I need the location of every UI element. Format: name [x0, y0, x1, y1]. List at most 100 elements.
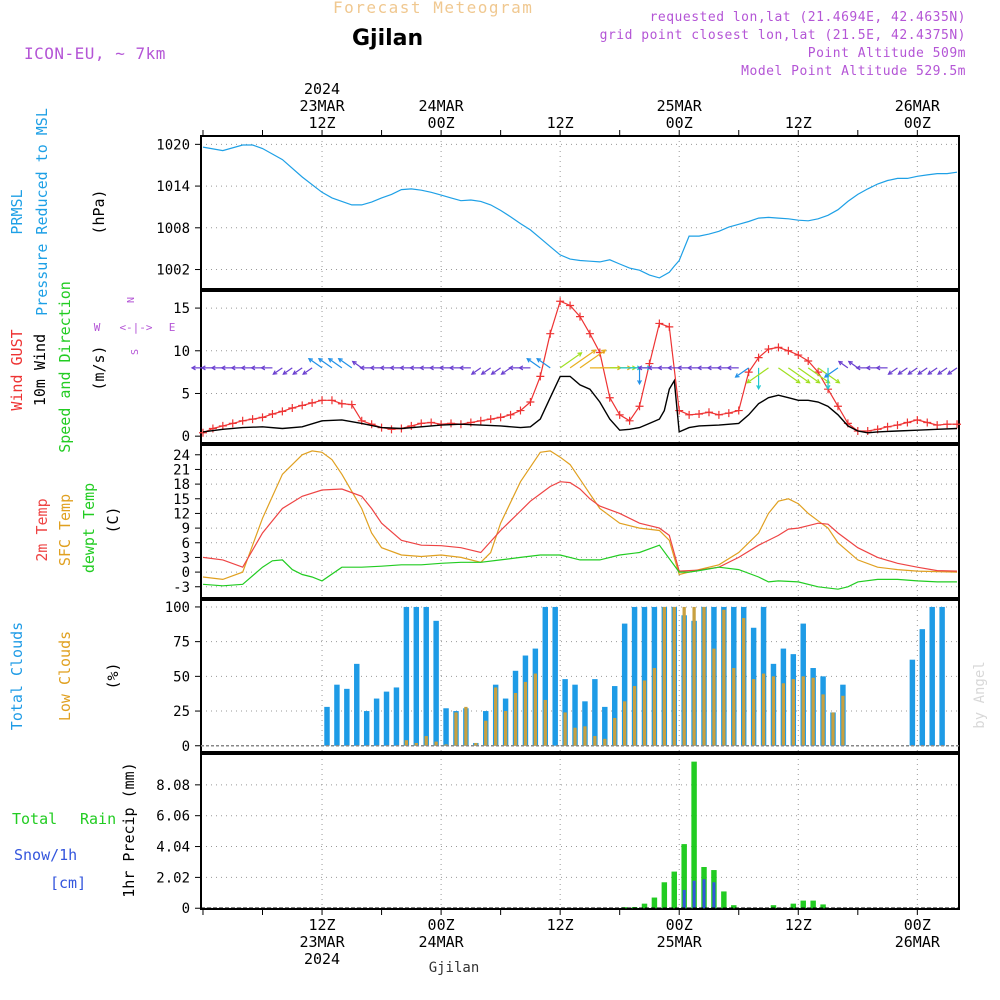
total-cloud-bar — [621, 623, 628, 746]
wind-arrow-head — [815, 378, 821, 384]
wind-arrow-shaft — [735, 367, 750, 378]
low-cloud-bar — [702, 606, 706, 746]
wind-arrow-head — [835, 378, 841, 384]
wind-arrow-shaft — [927, 367, 938, 375]
wind-arrow — [897, 367, 908, 375]
temp-ytick-label: 9 — [182, 521, 190, 537]
gust-marker — [794, 351, 803, 360]
gust-marker — [685, 410, 694, 419]
compass-arrows: <-|-> — [119, 321, 152, 334]
wind-arrow-head — [917, 370, 923, 375]
total-cloud-bar — [363, 711, 370, 746]
wind-arrow-shaft — [308, 358, 323, 369]
bottom-time-label: 00Z — [666, 916, 693, 934]
low-cloud-bar — [464, 706, 468, 746]
wind-arrow — [927, 367, 938, 375]
total-cloud-bar — [373, 698, 380, 746]
wind-arrow-shaft — [338, 358, 353, 369]
bottom-time-label: 25MAR — [657, 933, 703, 951]
dewpt-line — [202, 544, 957, 590]
wind-ytick-label: 15 — [173, 301, 190, 317]
total-cloud-bar — [344, 688, 350, 746]
snow-bar — [692, 880, 696, 909]
wind-arrow-head — [399, 365, 405, 371]
total-cloud-bar — [542, 606, 549, 746]
wind-arrow-head — [875, 365, 881, 371]
wind-arrow-shaft — [501, 367, 511, 375]
rain-bar — [651, 897, 658, 909]
top-time-label: 00Z — [428, 114, 455, 132]
gust-marker — [486, 415, 495, 424]
rain-bar — [681, 844, 687, 909]
gust-marker — [337, 399, 346, 408]
wind-arrow — [470, 367, 482, 375]
compass-east: E — [169, 321, 176, 334]
gust-marker — [714, 410, 723, 419]
wind-arrow — [937, 367, 948, 375]
wind-arrow-head — [230, 365, 236, 371]
total-cloud-bar — [592, 679, 598, 746]
low-cloud-bar — [573, 727, 577, 746]
wind-arrow-head — [591, 349, 597, 354]
gust-marker — [605, 393, 614, 402]
clouds-unit-label: (%) — [104, 662, 122, 689]
gust-marker — [774, 343, 783, 352]
total-clouds-label: Total Clouds — [8, 622, 26, 730]
rain-bar — [661, 882, 668, 909]
temp-sfc-label: SFC Temp — [56, 494, 74, 566]
rain-bar — [641, 903, 648, 909]
gust-marker — [704, 408, 713, 417]
wind-arrow — [337, 357, 353, 369]
low-cloud-bar — [781, 683, 786, 746]
total-cloud-bar — [929, 606, 935, 746]
wind-arrow-head — [526, 357, 532, 363]
temp-ytick-label: 12 — [173, 506, 190, 522]
gust-marker — [367, 420, 376, 429]
wind-arrow-head — [637, 380, 642, 386]
wind-arrow-shaft — [481, 367, 492, 375]
wind-arrow-shaft — [579, 349, 606, 369]
precip-rain-label: Rain — [80, 810, 116, 828]
gust-marker — [556, 297, 565, 306]
wind-arrow — [637, 367, 642, 386]
point-altitude: Point Altitude 509m — [807, 46, 966, 61]
wind-arrow-shaft — [491, 367, 501, 375]
compass-south: S — [130, 349, 141, 355]
gust-marker — [635, 402, 644, 411]
wind-arrow-head — [458, 365, 464, 371]
total-cloud-bar — [602, 706, 608, 746]
total-cloud-bar — [919, 629, 926, 746]
low-clouds-label: Low Clouds — [56, 631, 74, 721]
gust-marker — [903, 418, 912, 427]
total-cloud-bar — [324, 706, 330, 746]
wind-arrow-head — [292, 370, 298, 375]
wind-arrow — [726, 365, 739, 371]
wind-ytick-label: 10 — [173, 344, 190, 360]
wind-arrow-head — [448, 365, 454, 371]
gust-marker — [318, 396, 327, 405]
wind-arrow-head — [706, 365, 712, 371]
low-cloud-bar — [424, 736, 428, 746]
bottom-time-label: 23MAR — [299, 933, 345, 951]
wind-arrow-shaft — [302, 367, 313, 375]
low-cloud-bar — [474, 742, 478, 746]
wind-arrow-head — [369, 365, 375, 371]
temp-ytick-label: 15 — [173, 492, 190, 508]
bottom-time-label: 2024 — [304, 950, 340, 968]
total-cloud-bar — [413, 606, 420, 746]
wind-arrow-head — [490, 370, 496, 375]
gust-marker — [943, 420, 952, 429]
wind-arrow-head — [302, 370, 308, 375]
wind-arrow-shaft — [907, 367, 918, 375]
gust-marker — [893, 421, 902, 430]
snow-bar — [712, 882, 716, 909]
top-time-label: 2024 — [304, 80, 340, 98]
requested-coords: requested lon,lat (21.4694E, 42.4635N) — [649, 10, 966, 25]
wind-arrow-head — [480, 370, 486, 375]
watermark: by Angel — [972, 661, 988, 728]
rain-bar — [770, 905, 777, 909]
gust-marker — [923, 418, 932, 427]
gust-marker — [496, 413, 505, 422]
wind-arrow-head — [726, 365, 732, 371]
wind-arrow — [875, 365, 888, 371]
